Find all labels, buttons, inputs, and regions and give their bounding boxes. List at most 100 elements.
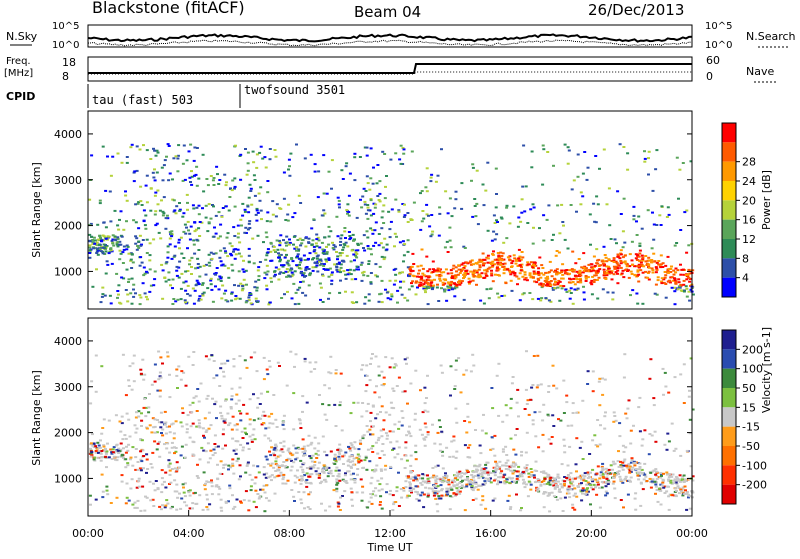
rti-cell xyxy=(254,476,258,479)
rti-cell xyxy=(549,442,553,445)
rti-cell xyxy=(383,256,387,259)
rti-cell xyxy=(258,151,262,154)
rti-cell xyxy=(164,471,168,474)
rti-cell xyxy=(532,355,536,357)
rti-cell xyxy=(206,230,210,233)
rti-cell xyxy=(377,436,381,439)
rti-cell xyxy=(414,474,418,477)
rti-cell xyxy=(248,220,252,223)
rti-cell xyxy=(182,230,186,233)
rti-cell xyxy=(116,245,120,248)
rti-cell xyxy=(689,357,693,360)
rti-cell xyxy=(681,475,685,478)
rti-cell xyxy=(582,285,585,288)
rti-cell xyxy=(468,480,472,482)
rti-cell xyxy=(101,496,105,499)
rti-cell xyxy=(516,388,520,391)
rti-cell xyxy=(371,451,375,453)
rti-cell xyxy=(266,373,270,376)
rti-cell xyxy=(406,299,410,302)
rti-cell xyxy=(301,273,305,276)
rti-cell xyxy=(552,384,556,387)
rti-cell xyxy=(301,451,305,454)
rti-cell xyxy=(504,404,508,407)
rti-cell xyxy=(269,242,273,245)
rti-cell xyxy=(126,245,130,248)
rti-cell xyxy=(371,229,374,232)
rti-cell xyxy=(682,290,686,293)
rti-cell xyxy=(483,472,487,475)
rti-cell xyxy=(598,477,602,480)
rti-cell xyxy=(136,499,140,502)
rti-cell xyxy=(594,221,598,224)
rti-cell xyxy=(373,229,377,232)
rti-cell xyxy=(338,252,342,254)
rti-cell xyxy=(584,492,588,495)
rti-cell xyxy=(631,466,635,469)
rti-cell xyxy=(474,470,478,473)
rti-cell xyxy=(393,456,397,459)
rti-cell xyxy=(193,289,197,292)
rti-cell xyxy=(175,205,179,208)
rti-cell xyxy=(410,150,414,153)
rti-cell xyxy=(427,214,430,217)
rti-cell xyxy=(335,480,339,483)
rti-cell xyxy=(241,449,245,452)
rti-cell xyxy=(627,463,631,466)
rti-cell xyxy=(321,301,325,303)
rti-cell xyxy=(337,475,341,478)
rti-cell xyxy=(435,503,439,506)
rti-cell xyxy=(627,468,631,470)
rti-cell xyxy=(217,493,221,496)
colorbar-swatch xyxy=(722,277,736,297)
rti-cell xyxy=(124,190,127,193)
rti-cell xyxy=(440,488,444,491)
rti-cell xyxy=(658,214,662,217)
rti-cell xyxy=(164,227,168,230)
rti-cell xyxy=(518,255,522,258)
rti-cell xyxy=(380,507,384,510)
rti-cell xyxy=(347,214,351,217)
rti-cell xyxy=(579,274,583,277)
rti-cell xyxy=(318,394,321,396)
rti-cell xyxy=(125,220,128,223)
colorbar-tick-label: -15 xyxy=(742,421,760,434)
rti-cell xyxy=(502,241,506,244)
rti-cell xyxy=(145,453,149,456)
rti-cell xyxy=(298,286,302,289)
rti-cell xyxy=(486,229,490,232)
rti-cell xyxy=(555,387,559,390)
rti-cell xyxy=(97,447,101,450)
rti-cell xyxy=(244,269,248,272)
rti-cell xyxy=(607,468,611,471)
rti-cell xyxy=(506,256,510,259)
rti-cell xyxy=(279,271,283,274)
rti-cell xyxy=(287,168,290,171)
rti-cell xyxy=(576,485,580,488)
rti-cell xyxy=(122,277,126,280)
rti-cell xyxy=(315,255,319,258)
rti-cell xyxy=(475,202,479,205)
rti-cell xyxy=(341,495,344,497)
rti-cell xyxy=(516,265,520,267)
rti-cell xyxy=(613,472,617,474)
rti-cell xyxy=(598,506,602,509)
rti-cell xyxy=(661,481,665,484)
rti-cell xyxy=(253,351,257,354)
rti-cell xyxy=(124,502,128,505)
rti-cell xyxy=(175,468,179,471)
rti-cell xyxy=(268,450,271,453)
rti-cell xyxy=(663,276,667,279)
rti-cell xyxy=(296,253,300,256)
rti-cell xyxy=(300,242,304,245)
rti-cell xyxy=(421,267,425,270)
rti-cell xyxy=(547,492,551,495)
rti-cell xyxy=(661,478,665,481)
rti-cell xyxy=(445,240,449,243)
rti-cell xyxy=(145,149,149,152)
rti-cell xyxy=(555,483,558,486)
rti-cell xyxy=(383,237,387,240)
rti-cell xyxy=(443,246,447,249)
rti-cell xyxy=(441,283,445,286)
rti-cell xyxy=(104,455,108,458)
